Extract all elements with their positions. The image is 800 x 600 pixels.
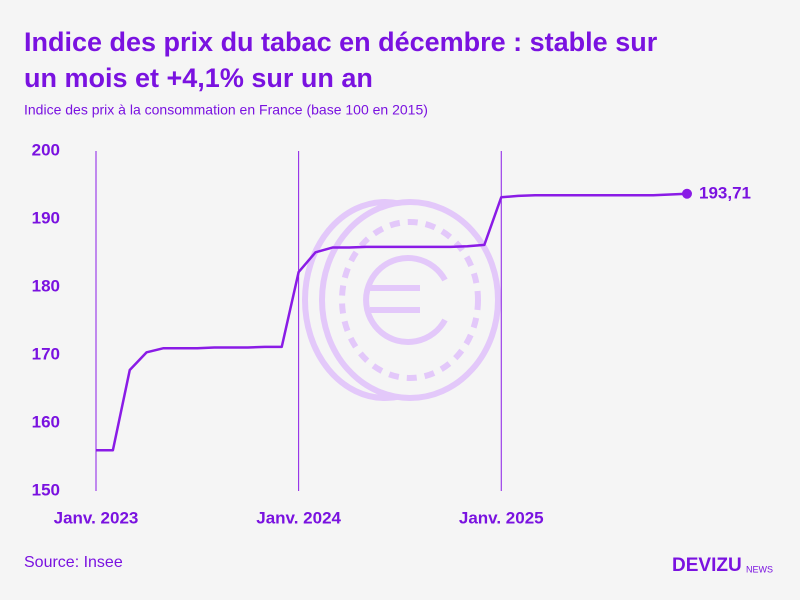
- y-tick-label: 160: [32, 412, 60, 431]
- line: [96, 192, 688, 452]
- y-tick-label: 170: [32, 344, 60, 363]
- chart-title: Indice des prix du tabac en décembre : s…: [24, 27, 658, 93]
- brand-suffix: NEWS: [746, 564, 773, 574]
- y-tick-label: 190: [32, 208, 60, 227]
- source: Source: Insee: [24, 554, 123, 571]
- end-point: [682, 188, 692, 199]
- y-tick-label: 180: [32, 276, 60, 295]
- data-label: 193,71: [699, 183, 751, 202]
- coin-watermark: [302, 199, 501, 401]
- x-tick-label: Janv. 2023: [54, 508, 139, 527]
- x-tick-label: Janv. 2024: [256, 508, 341, 527]
- brand: DEVIZU: [672, 555, 742, 576]
- x-tick-label: Janv. 2025: [459, 508, 544, 527]
- chart-subtitle: Indice des prix à la consommation en Fra…: [24, 102, 428, 118]
- y-tick-label: 200: [32, 140, 60, 159]
- y-tick-label: 150: [32, 480, 60, 499]
